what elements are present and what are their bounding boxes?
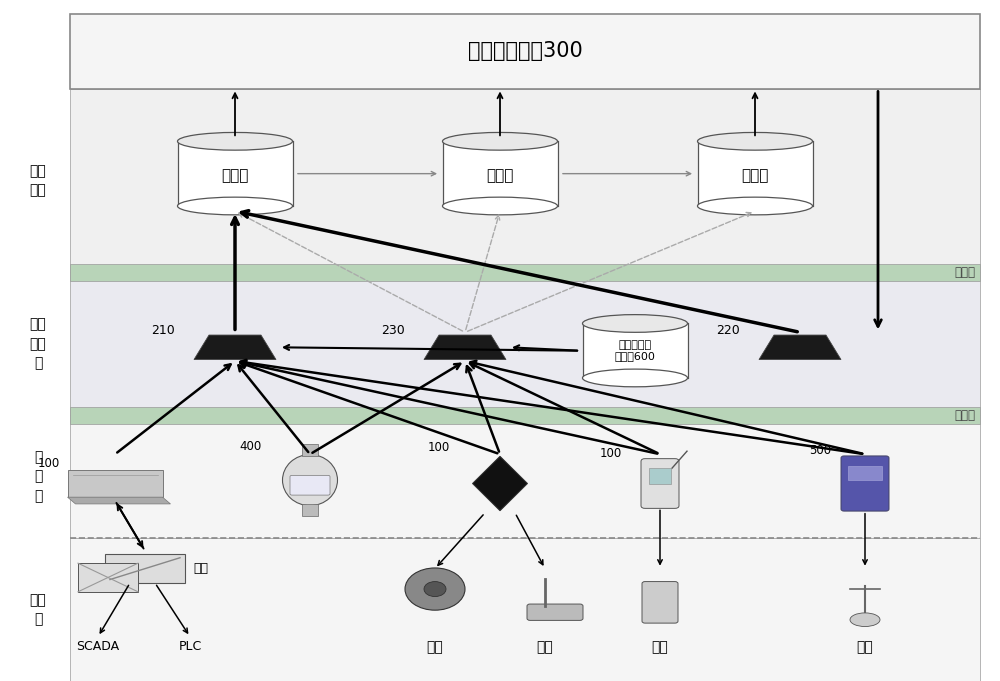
- Bar: [105, 554, 185, 583]
- Ellipse shape: [698, 197, 812, 215]
- Bar: [848, 466, 882, 480]
- Text: 210: 210: [151, 323, 175, 337]
- Ellipse shape: [283, 455, 338, 505]
- Text: PLC: PLC: [178, 640, 202, 654]
- Bar: [70, 415, 980, 538]
- Bar: [70, 89, 980, 272]
- Text: 220: 220: [716, 323, 740, 337]
- Bar: [70, 14, 980, 89]
- Text: 仪表: 仪表: [857, 640, 873, 654]
- Ellipse shape: [850, 613, 880, 627]
- Bar: [70, 264, 980, 281]
- Bar: [302, 444, 318, 456]
- FancyBboxPatch shape: [290, 475, 330, 495]
- Bar: [70, 407, 980, 424]
- FancyBboxPatch shape: [527, 604, 583, 620]
- Text: 100: 100: [428, 441, 450, 454]
- Ellipse shape: [698, 133, 812, 151]
- Polygon shape: [424, 335, 506, 360]
- FancyBboxPatch shape: [642, 582, 678, 623]
- Text: 主题库: 主题库: [741, 168, 769, 183]
- Ellipse shape: [405, 568, 465, 610]
- Text: 非军
事化
区: 非军 事化 区: [30, 317, 46, 370]
- Polygon shape: [194, 335, 276, 360]
- Text: 500: 500: [809, 444, 831, 458]
- FancyBboxPatch shape: [641, 459, 679, 508]
- Text: 仪表: 仪表: [652, 640, 668, 654]
- Text: 设备: 设备: [537, 640, 553, 654]
- Ellipse shape: [442, 197, 558, 215]
- Bar: [70, 272, 980, 415]
- Bar: [70, 538, 980, 681]
- Ellipse shape: [442, 133, 558, 151]
- Text: 第三方采集
数据库600: 第三方采集 数据库600: [615, 340, 655, 362]
- Polygon shape: [759, 335, 841, 360]
- Text: 网闸: 网闸: [193, 562, 208, 575]
- Text: 实时库: 实时库: [221, 168, 249, 183]
- Bar: [302, 504, 318, 516]
- Polygon shape: [473, 456, 528, 511]
- Bar: [649, 469, 671, 484]
- Text: 防火墙: 防火墙: [954, 409, 975, 422]
- Text: 总部
内网: 总部 内网: [30, 163, 46, 197]
- Text: 历史库: 历史库: [486, 168, 514, 183]
- Ellipse shape: [582, 315, 688, 332]
- Ellipse shape: [582, 369, 688, 387]
- Text: 100: 100: [600, 447, 622, 460]
- Text: 防火墙: 防火墙: [954, 266, 975, 279]
- Ellipse shape: [178, 197, 292, 215]
- Text: 远程监控系统300: 远程监控系统300: [468, 41, 582, 61]
- Polygon shape: [68, 497, 170, 504]
- Ellipse shape: [178, 133, 292, 151]
- Text: 设备: 设备: [427, 640, 443, 654]
- Text: SCADA: SCADA: [76, 640, 120, 654]
- FancyBboxPatch shape: [841, 456, 889, 511]
- Text: 工业
网: 工业 网: [30, 592, 46, 627]
- Text: 230: 230: [381, 323, 405, 337]
- Ellipse shape: [424, 582, 446, 597]
- Text: 互
联
网: 互 联 网: [34, 450, 42, 503]
- Bar: [78, 563, 138, 592]
- Text: 400: 400: [240, 439, 262, 453]
- Text: 100: 100: [38, 456, 60, 470]
- FancyBboxPatch shape: [68, 470, 162, 497]
